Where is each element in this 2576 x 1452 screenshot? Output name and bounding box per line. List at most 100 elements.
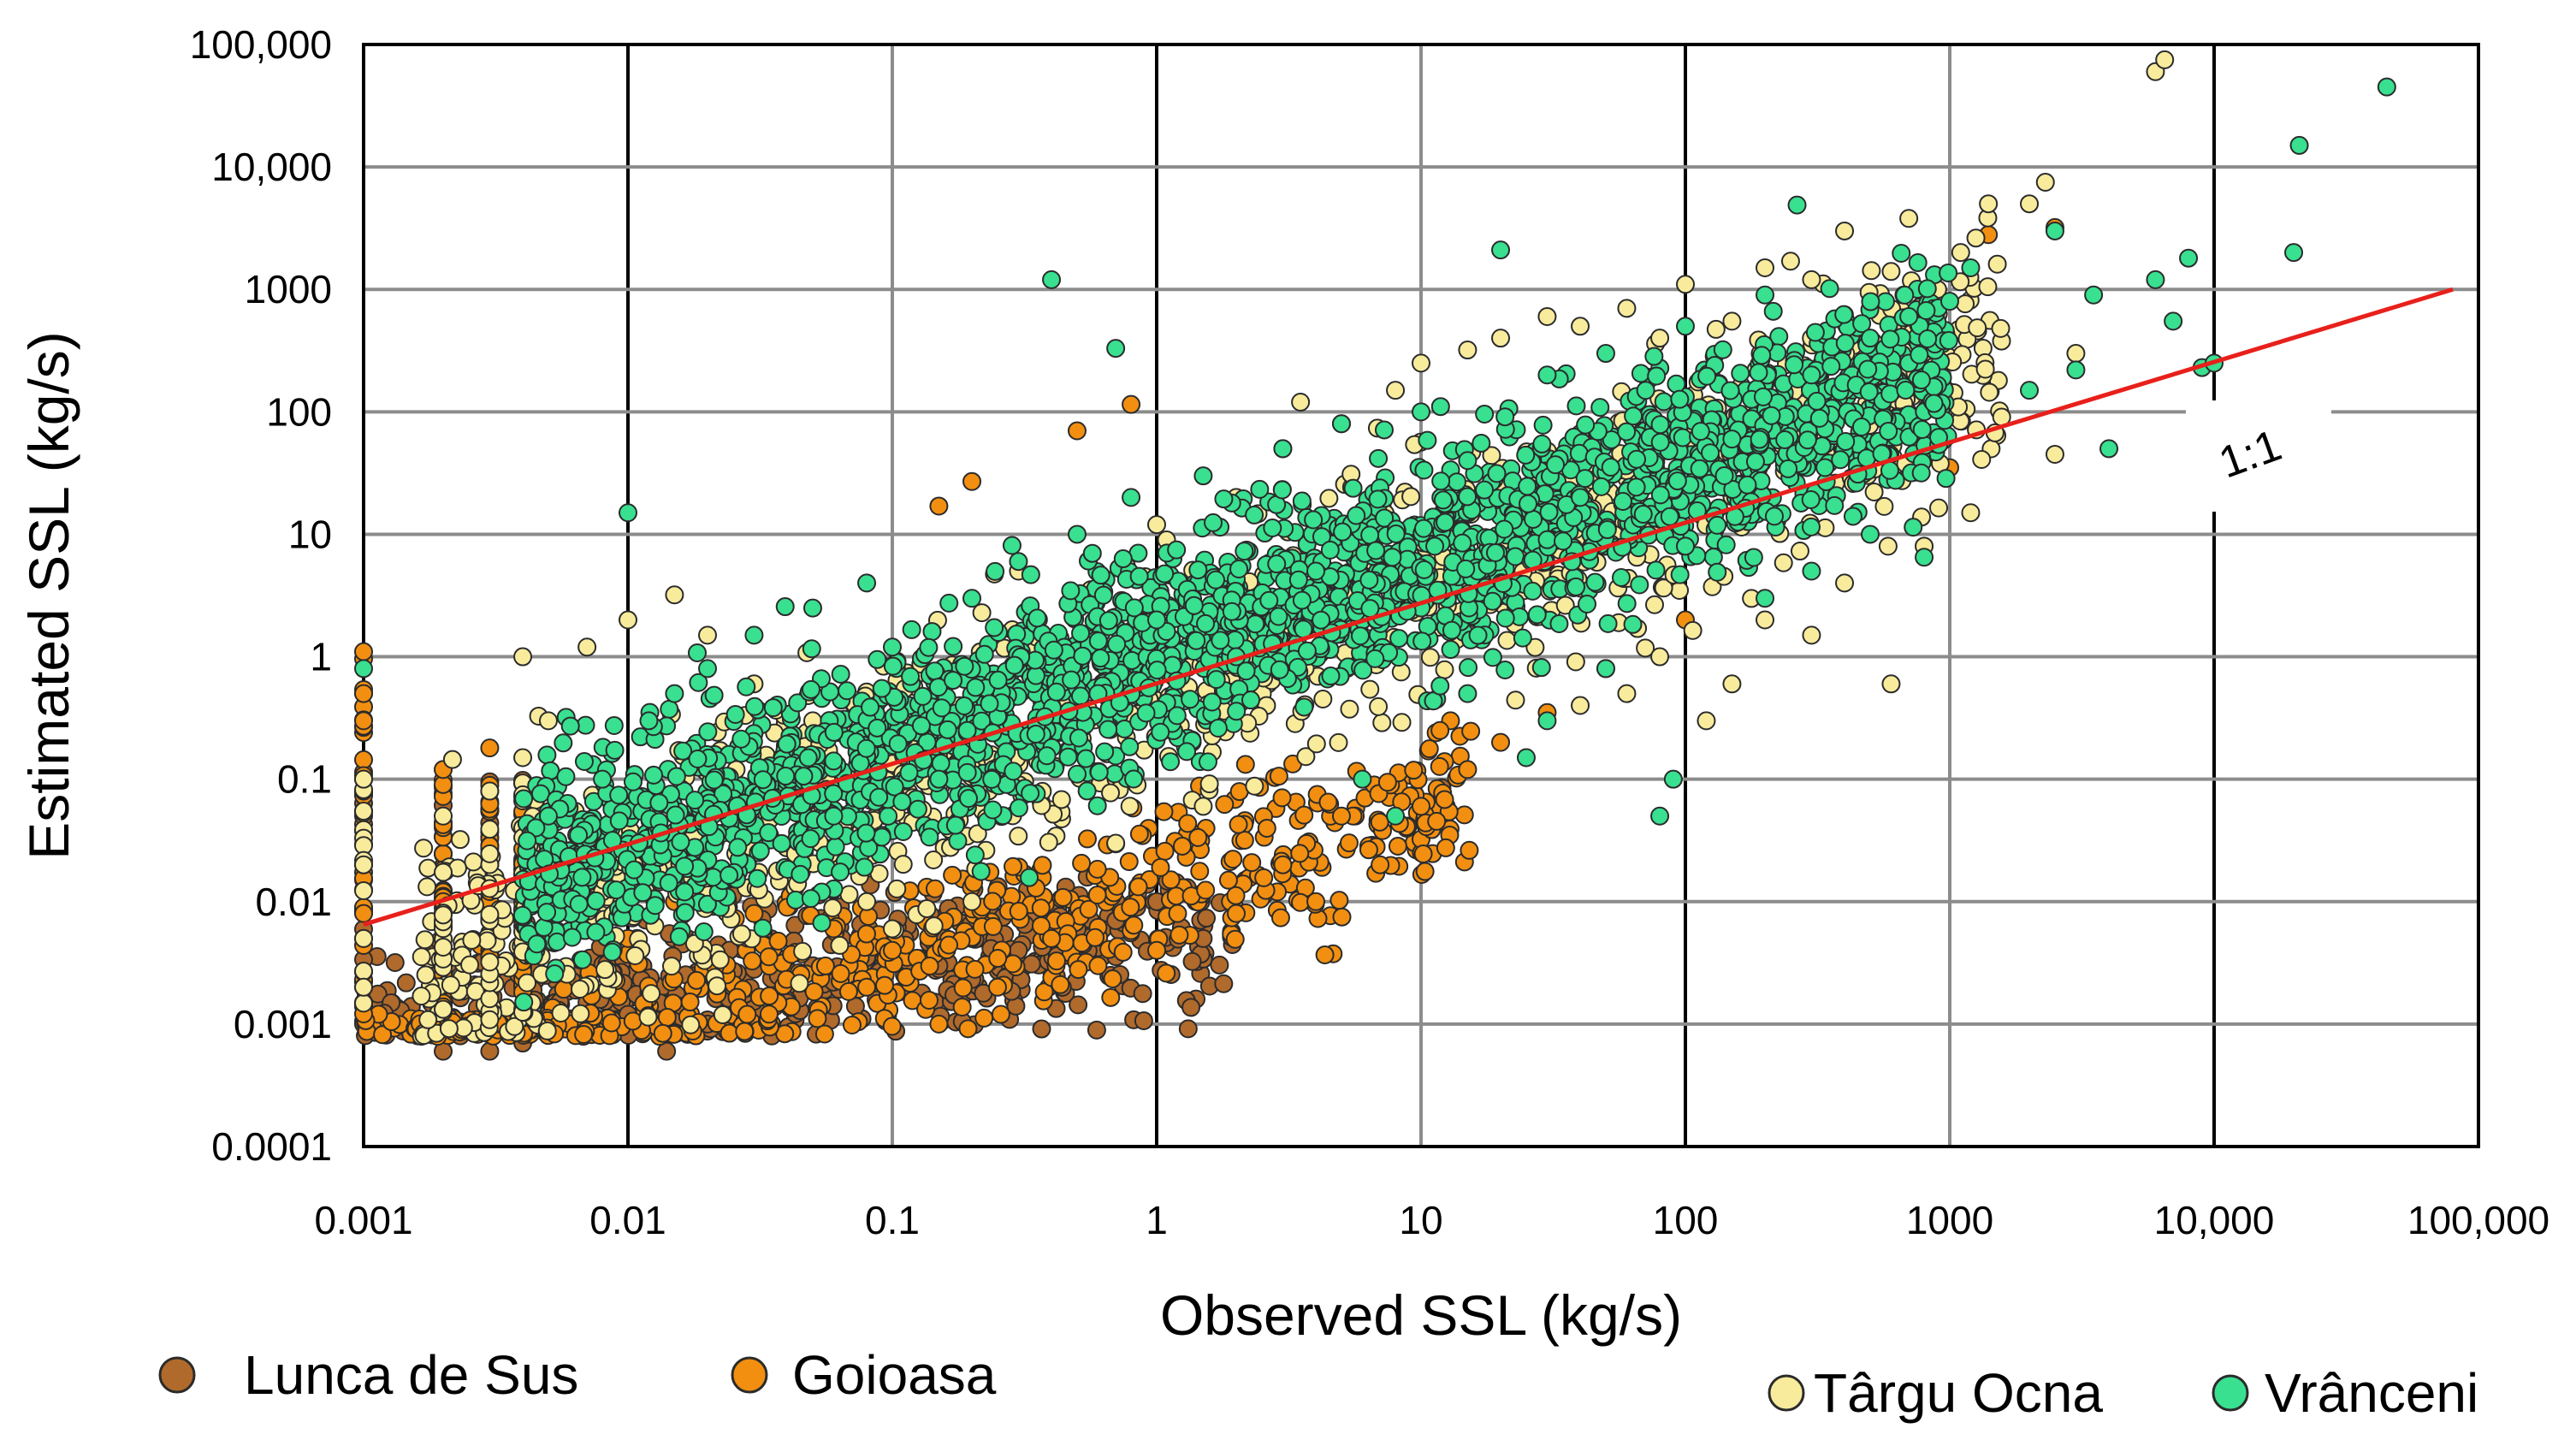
series-point [1917,279,1937,299]
series-point [513,647,533,667]
series-point [1491,329,1511,348]
series-point [1306,734,1326,754]
series-point [1088,631,1108,651]
series-point [1617,299,1637,318]
series-point [883,656,903,676]
series-point [1034,982,1054,1002]
series-point [1245,776,1264,796]
series-point [962,892,982,911]
series-point [480,781,500,801]
series-point [1820,279,1839,299]
series-point [1021,565,1040,584]
series-point [1340,699,1359,719]
series-point [1650,329,1670,348]
series-point [434,937,453,957]
series-point [812,913,832,933]
series-point [857,892,877,911]
series-point [1575,469,1595,489]
series-point [868,718,887,738]
series-point [1134,1010,1153,1030]
series-point [477,931,497,951]
series-point [1918,329,1938,349]
series-point [1968,318,1987,338]
series-point [1154,802,1174,821]
series-point [1113,942,1133,962]
series-point [1082,543,1102,563]
series-point [953,978,973,998]
series-point [480,1041,500,1061]
series-point [1214,974,1234,993]
series-point [939,935,959,955]
series-point [1157,963,1176,983]
series-point [675,903,695,922]
series-point [1738,475,1757,495]
series-point [1058,747,1078,767]
series-point [1881,262,1901,282]
series-point [1227,702,1247,721]
series-point [2035,172,2055,192]
series-point [1226,886,1246,905]
series-point [1004,762,1023,781]
series-point [689,673,708,692]
series-point [945,815,965,835]
series-point [1188,827,1208,847]
series-point [759,823,779,843]
series-point [1546,455,1566,475]
series-point [1539,502,1559,522]
series-point [1093,585,1113,605]
series-point [1750,430,1769,449]
series-point [460,955,480,975]
series-point [1650,415,1670,435]
series-point [728,838,748,857]
series-point [1523,581,1543,601]
series-point [1506,547,1525,566]
series-point [1235,755,1255,774]
series-point [883,919,902,939]
series-point [1701,443,1720,463]
series-point [1046,951,1066,971]
series-point [1071,624,1091,643]
series-point [545,964,565,984]
series-point [1229,815,1248,834]
series-point [955,656,974,676]
series-point [666,767,686,786]
series-point [1513,628,1532,648]
series-point [920,957,939,976]
series-point [1815,458,1835,477]
series-point [1360,679,1380,699]
series-point [1647,366,1667,386]
series-point [929,1014,949,1034]
series-point [1113,549,1133,569]
series-point [1291,393,1311,412]
series-point [1602,430,1621,449]
series-point [944,637,963,656]
series-point [1571,696,1590,715]
series-point [505,1016,524,1036]
series-point [464,852,483,872]
series-point [645,896,665,916]
series-point [1124,916,1144,935]
series-point [1576,415,1596,435]
series-point [415,930,435,950]
series-point [609,785,629,805]
series-point [1374,420,1394,440]
series-point [1531,658,1551,678]
series-point [982,769,1002,789]
series-point [1790,542,1809,561]
series-point [642,984,661,1004]
series-point [802,639,821,659]
series-point [1026,666,1045,685]
series-point [660,699,679,719]
series-point [1624,406,1643,426]
series-point [354,928,373,948]
series-point [759,947,779,967]
series-point [1039,833,1058,852]
series-point [830,935,850,955]
series-point [1009,827,1028,846]
series-point [1306,892,1326,911]
series-point [1458,760,1477,779]
series-point [1121,898,1140,917]
series-point [760,987,779,1006]
series-point [1527,605,1547,625]
series-point [1009,902,1028,922]
